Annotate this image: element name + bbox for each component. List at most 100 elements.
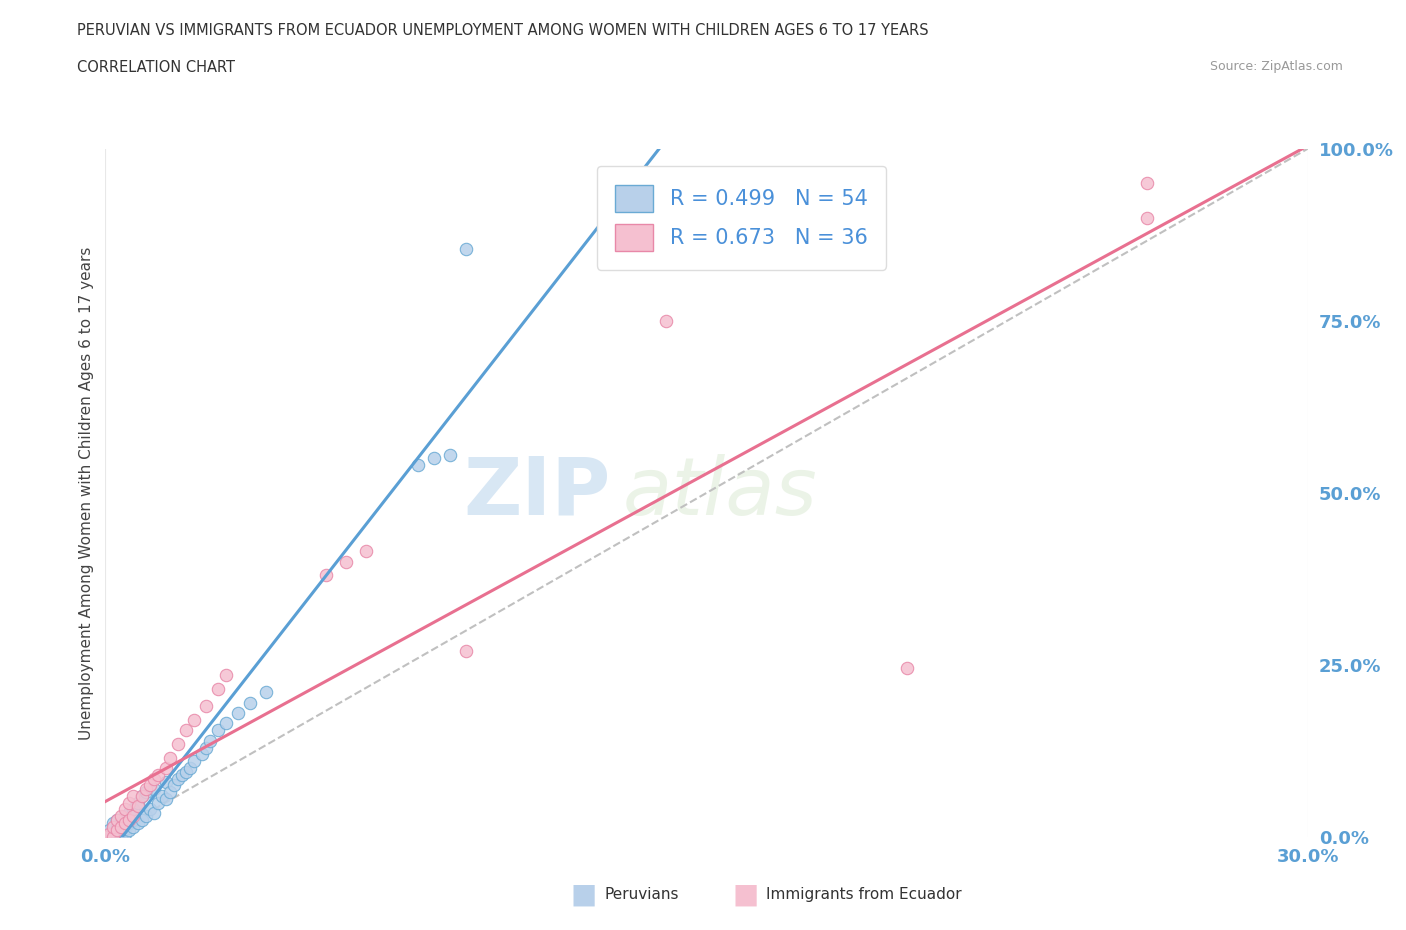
Point (107, 813, 129, 828)
Point (122, 813, 145, 828)
Point (183, 712, 205, 727)
Point (1136, 210, 1159, 225)
Point (135, 781, 157, 796)
Point (406, 458, 429, 472)
Point (131, 789, 153, 804)
Point (198, 733, 221, 748)
Point (146, 767, 169, 782)
Point (122, 789, 145, 804)
Point (107, 830, 129, 844)
Point (142, 771, 165, 786)
Point (94, 830, 117, 844)
Point (315, 568, 337, 583)
Point (655, 313, 678, 328)
Point (110, 809, 132, 824)
Point (118, 795, 141, 810)
Point (110, 830, 132, 844)
Point (174, 764, 197, 779)
Text: ZIP: ZIP (463, 454, 610, 532)
Point (122, 809, 145, 824)
Point (174, 723, 197, 737)
Point (439, 447, 461, 462)
Point (162, 777, 184, 792)
Point (170, 767, 193, 782)
Point (127, 799, 149, 814)
Point (114, 816, 136, 830)
Point (98, 826, 121, 841)
Point (118, 805, 141, 820)
Text: ■: ■ (571, 881, 596, 909)
Point (118, 813, 141, 828)
Point (110, 824, 132, 839)
Point (166, 771, 188, 786)
Point (135, 785, 157, 800)
Point (98, 830, 121, 844)
Point (138, 802, 160, 817)
Point (155, 775, 177, 790)
Point (190, 747, 212, 762)
Point (423, 451, 446, 466)
Text: CORRELATION CHART: CORRELATION CHART (77, 60, 235, 75)
Point (94, 830, 117, 844)
Point (896, 661, 918, 676)
Point (207, 723, 229, 737)
Point (239, 696, 262, 711)
Point (131, 789, 153, 804)
Point (107, 823, 129, 838)
Y-axis label: Unemployment Among Women with Children Ages 6 to 17 years: Unemployment Among Women with Children A… (79, 246, 94, 739)
Point (110, 816, 132, 830)
Point (166, 737, 188, 751)
Point (142, 781, 165, 796)
Text: atlas: atlas (623, 454, 817, 532)
Point (98, 823, 121, 838)
Point (194, 698, 217, 713)
Point (335, 554, 357, 569)
Point (118, 823, 141, 838)
Point (103, 830, 125, 844)
Point (122, 819, 145, 834)
Point (214, 716, 236, 731)
Text: PERUVIAN VS IMMIGRANTS FROM ECUADOR UNEMPLOYMENT AMONG WOMEN WITH CHILDREN AGES : PERUVIAN VS IMMIGRANTS FROM ECUADOR UNEM… (77, 23, 929, 38)
Point (127, 816, 149, 830)
Point (207, 682, 229, 697)
Point (131, 813, 153, 828)
Point (114, 809, 136, 824)
Legend: R = 0.499   N = 54, R = 0.673   N = 36: R = 0.499 N = 54, R = 0.673 N = 36 (596, 166, 886, 270)
Point (114, 802, 136, 817)
Point (179, 761, 201, 776)
Point (110, 819, 132, 834)
Point (159, 751, 181, 765)
Point (142, 805, 165, 820)
Point (103, 830, 125, 844)
Text: Immigrants from Ecuador: Immigrants from Ecuador (766, 887, 962, 902)
Point (254, 685, 277, 700)
Point (135, 809, 157, 824)
Point (150, 789, 173, 804)
Point (146, 795, 169, 810)
Point (214, 668, 236, 683)
Point (183, 754, 205, 769)
Point (138, 777, 160, 792)
Point (103, 819, 125, 834)
Point (103, 826, 125, 841)
Point (354, 544, 377, 559)
Point (454, 241, 477, 256)
Point (155, 791, 177, 806)
Point (107, 819, 129, 834)
Point (114, 821, 136, 836)
Point (114, 826, 136, 841)
Point (107, 813, 129, 828)
Point (454, 644, 477, 658)
Point (194, 740, 217, 755)
Point (118, 816, 141, 830)
Text: Peruvians: Peruvians (605, 887, 679, 902)
Point (103, 816, 125, 830)
Point (127, 795, 149, 810)
Point (107, 823, 129, 838)
Point (1136, 176, 1159, 191)
Text: Source: ZipAtlas.com: Source: ZipAtlas.com (1209, 60, 1343, 73)
Point (159, 785, 181, 800)
Point (122, 802, 145, 817)
Point (155, 761, 177, 776)
Text: ■: ■ (733, 881, 758, 909)
